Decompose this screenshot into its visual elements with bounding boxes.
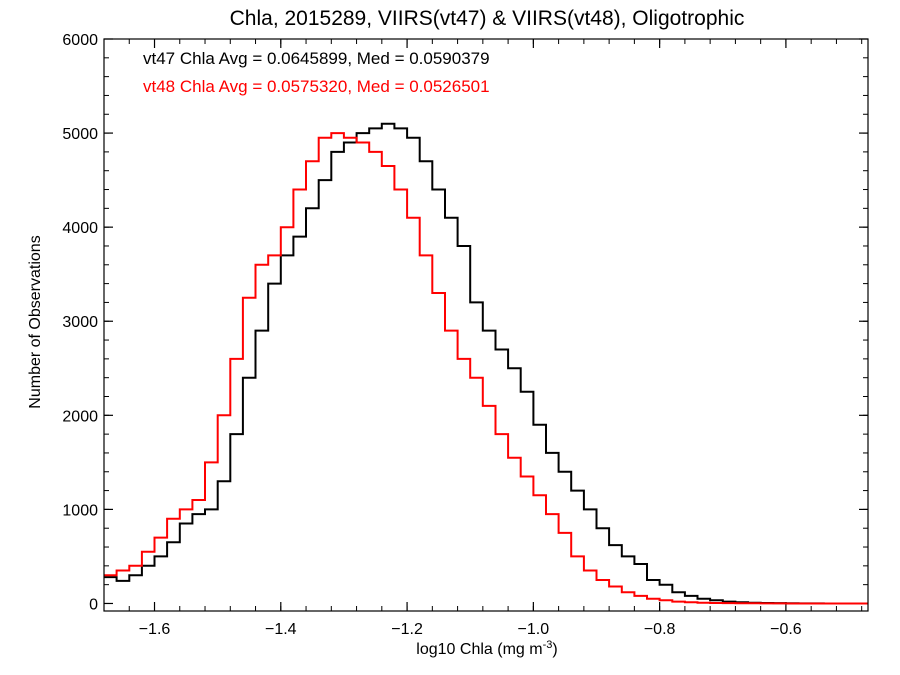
series-vt47-line [104,122,868,605]
y-tick-label: 1000 [62,502,98,519]
series-layer [104,122,868,605]
x-axis-label-close: ) [552,641,557,658]
axis-ticks: −1.6 −1.4 −1.2 −1.0 −0.8 −0.6 0 1000 2000 3000 400… [62,32,868,638]
y-tick-label: 5000 [62,126,98,143]
x-axis-label-superscript: -3 [543,639,553,651]
y-tick-label: 2000 [62,408,98,425]
x-tick-label: −1.2 [391,621,423,638]
x-tick-label: −1.4 [265,621,297,638]
x-axis-label-main: log10 Chla (mg m [416,641,542,658]
x-axis-label: log10 Chla (mg m-3) [416,639,557,658]
x-tick-label: −1.6 [139,621,171,638]
annotation-vt48-stats: vt48 Chla Avg = 0.0575320, Med = 0.05265… [143,77,490,96]
series-vt48-line [104,132,868,605]
y-tick-label: 0 [89,596,98,613]
x-tick-label: −1.0 [518,621,550,638]
y-axis-label: Number of Observations [27,235,44,408]
plot-frame [103,38,869,612]
y-tick-label: 3000 [62,314,98,331]
x-tick-label: −0.8 [644,621,676,638]
chart-title: Chla, 2015289, VIIRS(vt47) & VIIRS(vt48)… [230,7,745,30]
y-tick-label: 6000 [62,32,98,49]
annotation-vt47-stats: vt47 Chla Avg = 0.0645899, Med = 0.05903… [143,49,490,68]
y-tick-label: 4000 [62,220,98,237]
x-tick-label: −0.6 [770,621,802,638]
